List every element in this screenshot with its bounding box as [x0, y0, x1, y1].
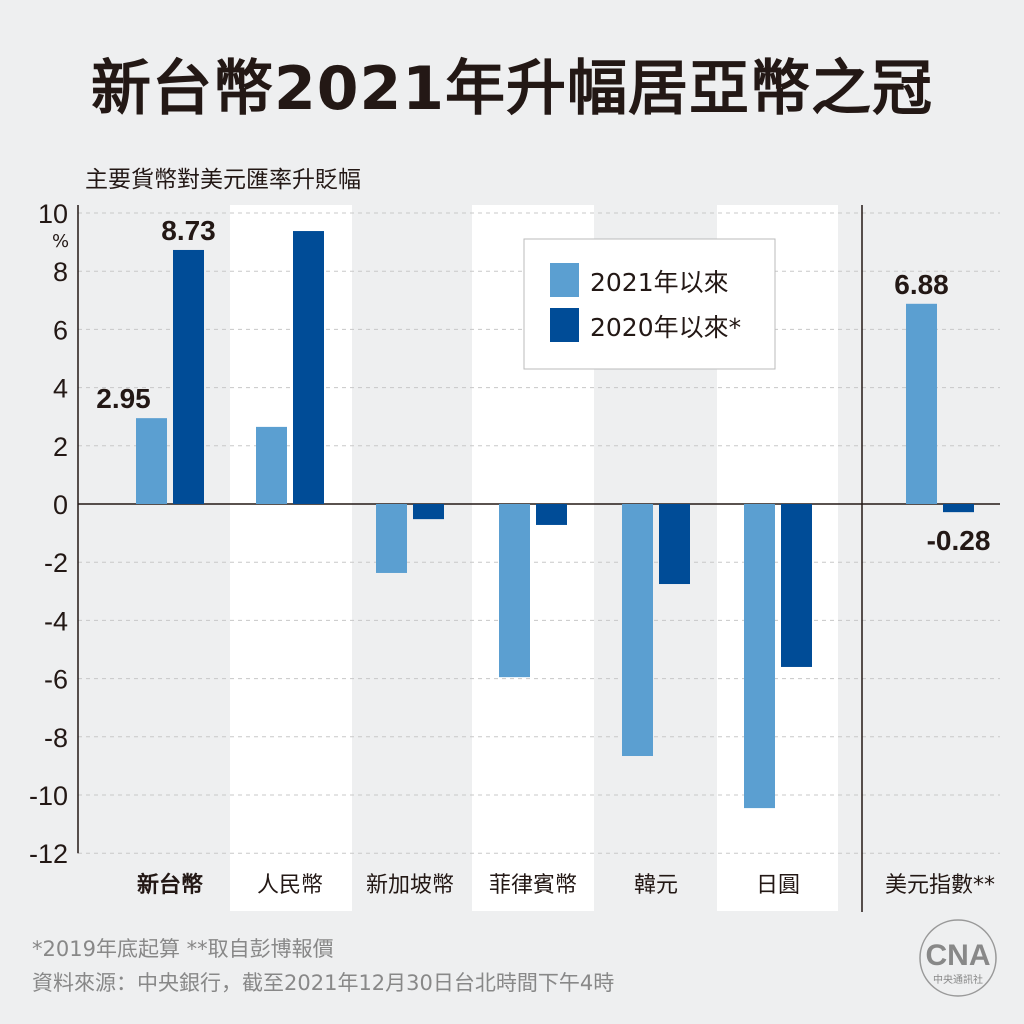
legend-box — [523, 238, 776, 370]
y-tick-label: -12 — [29, 839, 68, 869]
legend-swatch — [550, 263, 579, 297]
bar-2020 — [413, 504, 444, 520]
x-tick-label: 新台幣 — [137, 872, 203, 898]
bar-2021 — [256, 426, 287, 504]
data-label: 2.95 — [96, 383, 151, 414]
footnote: *2019年底起算 **取自彭博報價 — [32, 937, 334, 961]
bar-2021 — [906, 303, 937, 504]
bar-2021 — [136, 418, 167, 504]
bar-2020 — [781, 504, 812, 667]
y-tick-label: -10 — [29, 781, 68, 811]
bar-2021 — [744, 504, 775, 809]
y-tick-label: -8 — [44, 723, 68, 753]
y-tick-label: -6 — [44, 665, 68, 695]
data-label: 8.73 — [161, 215, 216, 246]
bar-2020 — [943, 504, 974, 513]
x-tick-label: 人民幣 — [257, 873, 323, 898]
column-band — [230, 205, 352, 911]
notes: *2019年底起算 **取自彭博報價 資料來源：中央銀行，截至2021年12月3… — [32, 932, 614, 1000]
bar-2021 — [376, 504, 407, 573]
chart-subtitle: 主要貨幣對美元匯率升貶幅 — [85, 167, 361, 193]
legend-label: 2020年以來* — [590, 313, 741, 342]
bar-2021 — [499, 504, 530, 678]
chart-title: 新台幣2021年升幅居亞幣之冠 — [91, 54, 933, 124]
bar-2020 — [173, 249, 204, 504]
x-tick-label: 新加坡幣 — [366, 873, 454, 898]
x-tick-label: 韓元 — [634, 873, 678, 898]
data-label: -0.28 — [927, 525, 991, 556]
y-tick-label: -2 — [44, 548, 68, 578]
cna-logo: CNA 中央通訊社 — [919, 919, 997, 997]
bar-2020 — [536, 504, 567, 525]
x-tick-label: 美元指數** — [885, 873, 995, 898]
source-note: 資料來源：中央銀行，截至2021年12月30日台北時間下午4時 — [32, 971, 615, 995]
y-tick-label: -4 — [44, 606, 68, 636]
y-tick-label: 0 — [53, 490, 68, 520]
y-tick-label: 4 — [53, 374, 68, 404]
data-label: 6.88 — [894, 269, 949, 300]
bar-2021 — [622, 504, 653, 757]
bar-2020 — [659, 504, 690, 585]
bar-2020 — [293, 231, 324, 505]
legend-label: 2021年以來 — [590, 268, 729, 297]
y-tick-label: 6 — [53, 315, 68, 345]
y-tick-label: 10 — [38, 199, 68, 229]
x-tick-label: 日圓 — [756, 873, 800, 898]
legend-swatch — [550, 308, 579, 342]
y-tick-label: 8 — [53, 257, 68, 287]
y-tick-label: 2 — [53, 432, 68, 462]
x-tick-label: 菲律賓幣 — [489, 873, 577, 898]
y-unit-label: % — [52, 231, 69, 252]
svg-text:CNA: CNA — [926, 939, 991, 972]
svg-text:中央通訊社: 中央通訊社 — [933, 973, 983, 986]
